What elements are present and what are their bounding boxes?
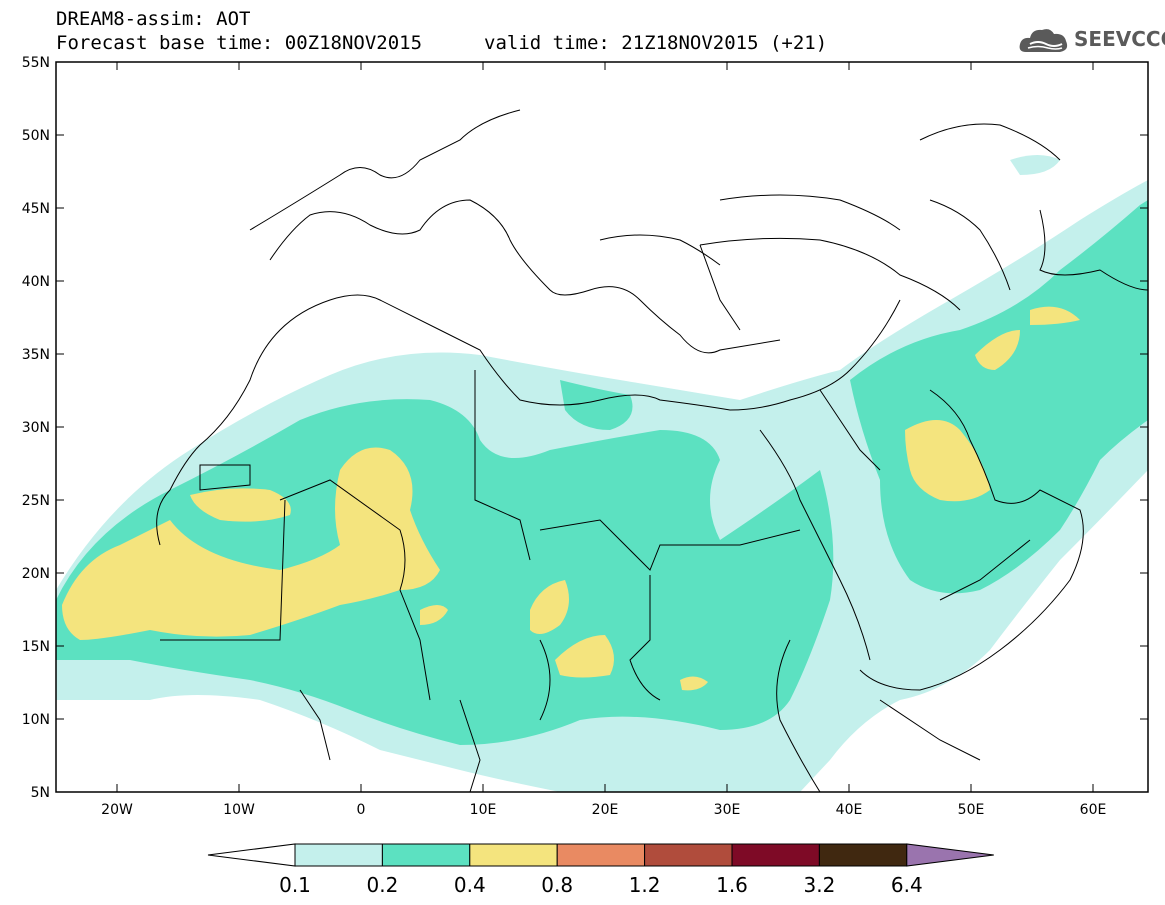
seevccc-logo: SEEVCCC <box>1018 24 1165 58</box>
legend-label: 6.4 <box>891 873 923 897</box>
legend-swatch <box>556 843 646 867</box>
legend-swatch <box>469 843 558 867</box>
latitude-axis: 55N 50N 45N 40N 35N 30N 25N 20N 15N 10N 5N <box>22 55 1148 801</box>
lat-label: 45N <box>22 201 50 217</box>
lat-label: 15N <box>22 639 50 655</box>
lon-label: 40E <box>836 802 863 818</box>
lon-label: 20W <box>101 802 133 818</box>
lat-label: 30N <box>22 420 50 436</box>
lat-label: 55N <box>22 55 50 71</box>
lon-label: 10W <box>223 802 255 818</box>
cloud-icon <box>1019 29 1068 52</box>
legend-swatch <box>818 843 908 867</box>
lat-label: 20N <box>22 566 50 582</box>
legend-swatch <box>381 843 471 867</box>
legend-swatch <box>644 843 733 867</box>
color-legend: 0.1 0.2 0.4 0.8 1.2 1.6 3.2 6.4 <box>207 843 994 897</box>
lat-label: 5N <box>31 785 50 801</box>
aot-level-0.4 <box>62 306 1080 691</box>
legend-swatch <box>731 843 820 867</box>
legend-label: 0.1 <box>279 873 311 897</box>
lat-label: 50N <box>22 128 50 144</box>
logo-text: SEEVCCC <box>1074 27 1165 51</box>
legend-label: 0.4 <box>454 873 486 897</box>
legend-swatch <box>294 843 383 867</box>
lat-label: 40N <box>22 274 50 290</box>
legend-label: 1.2 <box>629 873 661 897</box>
legend-arrow-high <box>906 843 994 867</box>
legend-arrow-low <box>207 843 296 867</box>
valid-time: valid time: 21Z18NOV2015 (+21) <box>484 32 828 54</box>
aot-field <box>56 155 1148 792</box>
borders-layer <box>156 109 1148 792</box>
lat-label: 10N <box>22 712 50 728</box>
lon-label: 60E <box>1080 802 1107 818</box>
lon-label: 0 <box>357 802 366 818</box>
legend-label: 3.2 <box>803 873 835 897</box>
lon-label: 50E <box>958 802 985 818</box>
forecast-base-time: Forecast base time: 00Z18NOV2015 <box>56 32 423 54</box>
legend-label: 0.8 <box>541 873 573 897</box>
lat-label: 35N <box>22 347 50 363</box>
aot-level-0.2 <box>56 200 1148 745</box>
lon-label: 10E <box>470 802 497 818</box>
lon-label: 30E <box>714 802 741 818</box>
legend-label: 0.2 <box>366 873 398 897</box>
lon-label: 20E <box>592 802 619 818</box>
longitude-axis: 20W 10W 0 10E 20E 30E 40E 50E 60E <box>101 62 1106 818</box>
map-title: DREAM8-assim: AOT <box>56 8 251 30</box>
lat-label: 25N <box>22 493 50 509</box>
legend-label: 1.6 <box>716 873 748 897</box>
